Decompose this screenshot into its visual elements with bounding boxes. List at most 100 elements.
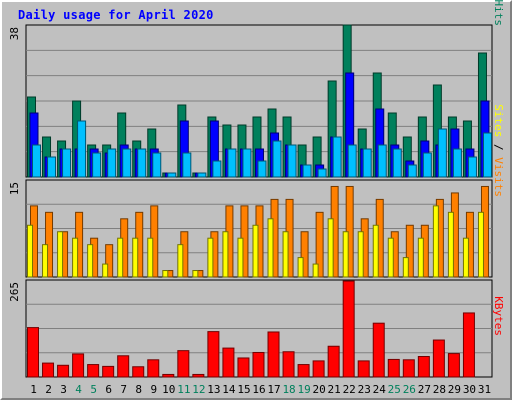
x-tick-label: 6	[105, 383, 112, 396]
chart-title: Daily usage for April 2020	[18, 8, 214, 22]
x-tick-label: 17	[267, 383, 280, 396]
x-tick-label: 12	[192, 383, 205, 396]
pages-bar	[212, 160, 222, 178]
pages-bar	[377, 144, 387, 178]
y-max-label: 15	[8, 182, 21, 195]
x-tick-label: 23	[358, 383, 371, 396]
x-tick-label: 16	[252, 383, 265, 396]
pages-bar	[182, 152, 192, 178]
x-tick-label: 24	[373, 383, 387, 396]
x-tick-label: 5	[90, 383, 97, 396]
kbytes-bar	[87, 364, 100, 378]
legend-entry: /	[492, 137, 505, 157]
sites-bar	[237, 237, 244, 278]
sites-bar	[87, 244, 94, 278]
pages-bar	[407, 164, 417, 178]
visits-bar	[300, 231, 309, 278]
sites-bar	[432, 205, 439, 278]
pages-bar	[167, 172, 177, 178]
visits-bar	[105, 244, 114, 278]
x-tick-label: 4	[75, 383, 82, 396]
pages-bar	[347, 144, 357, 178]
kbytes-bar	[252, 351, 265, 378]
legend-entry: KBytes	[492, 296, 505, 336]
y-max-labels: 38 15 265	[8, 27, 21, 302]
sites-bar	[357, 231, 364, 278]
kbytes-bar	[147, 359, 160, 378]
kbytes-bar	[417, 356, 430, 378]
y-max-label: 265	[8, 282, 21, 302]
kbytes-bar	[267, 331, 280, 378]
sites-bar	[312, 263, 319, 278]
pages-bar	[47, 156, 57, 178]
legend-entry: Hits	[492, 0, 505, 26]
x-tick-label: 2	[45, 383, 52, 396]
chart-bars	[27, 24, 492, 378]
sites-bar	[342, 231, 349, 278]
kbytes-bar	[402, 359, 415, 378]
kbytes-bar	[222, 347, 235, 378]
sites-bar	[282, 231, 289, 278]
pages-bar	[32, 144, 41, 178]
sites-bar	[327, 218, 334, 278]
pages-bar	[242, 148, 252, 178]
pages-bar	[152, 152, 162, 178]
kbytes-bar	[27, 327, 39, 378]
legend-visits-sites: Sites / Visits	[492, 104, 505, 197]
x-tick-label: 19	[297, 383, 310, 396]
x-tick-label: 25	[388, 383, 401, 396]
sites-bar	[177, 244, 184, 278]
pages-bar	[62, 148, 72, 178]
pages-bar	[317, 168, 327, 178]
pages-bar	[92, 152, 102, 178]
kbytes-bar	[162, 373, 175, 378]
sites-bar	[57, 231, 64, 278]
legends: Pages / Files / Hits Sites / Visits KBytes	[492, 0, 505, 336]
x-tick-label: 26	[403, 383, 416, 396]
sites-bar	[132, 237, 139, 278]
sites-bar	[102, 263, 109, 278]
legend-entry: Visits	[492, 157, 505, 197]
sites-bar	[222, 231, 229, 278]
sites-bar	[477, 211, 484, 278]
legend-kbytes: KBytes	[492, 296, 505, 336]
pages-bar	[482, 132, 492, 178]
pages-bar	[257, 160, 267, 178]
sites-bar	[402, 257, 409, 278]
chart-panels	[25, 24, 493, 378]
kbytes-bar	[372, 322, 385, 378]
x-tick-label: 3	[60, 383, 67, 396]
sites-bar	[117, 237, 124, 278]
x-tick-label: 29	[448, 383, 461, 396]
kbytes-bar	[72, 353, 85, 378]
x-tick-label: 28	[433, 383, 446, 396]
x-tick-label: 14	[222, 383, 236, 396]
sites-bar	[297, 257, 304, 278]
x-tick-label: 7	[120, 383, 127, 396]
sites-bar	[267, 218, 274, 278]
sites-bar	[42, 244, 49, 278]
sites-bar	[387, 237, 394, 278]
pages-bar	[422, 152, 432, 178]
pages-bar	[392, 148, 402, 178]
pages-bar	[137, 148, 147, 178]
sites-bar	[192, 270, 199, 278]
visits-bar	[405, 224, 414, 278]
visits-bar	[315, 211, 324, 278]
pages-bar	[107, 148, 117, 178]
pages-bar	[332, 136, 342, 178]
x-tick-label: 22	[343, 383, 356, 396]
x-tick-label: 30	[463, 383, 476, 396]
legend-entry: Sites	[492, 104, 505, 137]
x-tick-label: 31	[478, 383, 491, 396]
kbytes-bar	[342, 280, 355, 378]
x-tick-label: 8	[135, 383, 142, 396]
kbytes-bar	[327, 345, 340, 378]
sites-bar	[462, 237, 469, 278]
x-tick-label: 1	[30, 383, 37, 396]
kbytes-bar	[432, 339, 445, 378]
pages-bar	[272, 140, 282, 178]
kbytes-bar	[177, 350, 190, 378]
kbytes-bar	[237, 357, 250, 378]
